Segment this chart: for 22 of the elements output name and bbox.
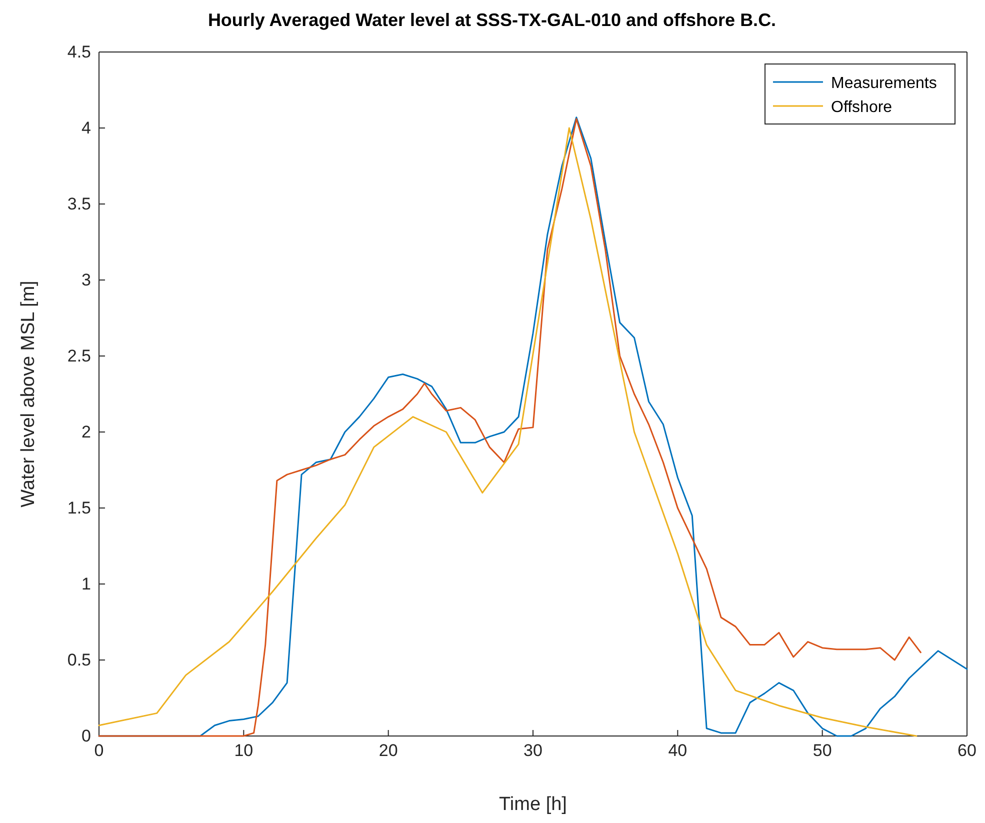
legend-label: Offshore [831, 99, 892, 116]
y-tick-label: 1.5 [67, 498, 91, 518]
y-tick-label: 4 [82, 118, 91, 138]
y-axis-title: Water level above MSL [m] [18, 280, 39, 508]
y-tick-label: 4.5 [67, 42, 91, 62]
x-tick-label: 20 [378, 741, 398, 760]
x-tick-label: 60 [958, 741, 976, 760]
y-tick-label: 1 [82, 574, 91, 594]
y-tick-label: 0 [82, 726, 91, 746]
y-tick-label: 2.5 [67, 346, 91, 366]
x-tick-label: 40 [668, 741, 688, 760]
x-tick-label: 30 [524, 741, 542, 760]
x-tick-label: 10 [234, 741, 254, 760]
x-tick-label: 0 [94, 741, 104, 760]
legend-label: Measurements [831, 75, 937, 92]
y-tick-label: 2 [82, 422, 91, 442]
y-tick-label: 3.5 [67, 194, 91, 214]
y-tick-label: 3 [82, 270, 91, 290]
x-tick-label: 50 [812, 741, 832, 760]
x-axis-title: Time [h] [499, 794, 567, 815]
y-tick-label: 0.5 [67, 650, 91, 670]
chart-title: Hourly Averaged Water level at SSS-TX-GAL-010 and offshore B.C. [208, 10, 776, 30]
